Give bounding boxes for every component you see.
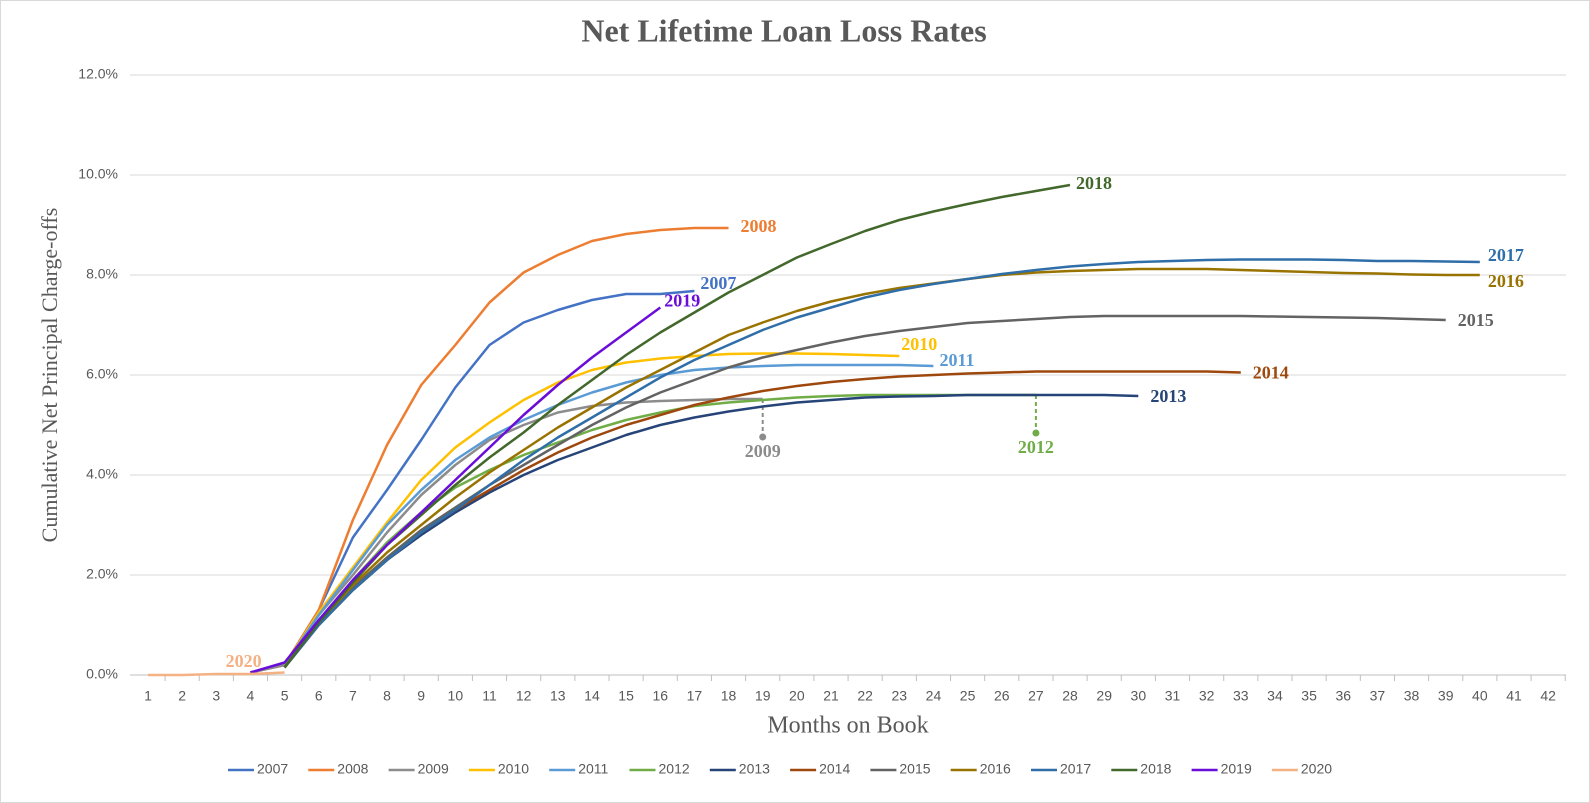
y-tick-label: 0.0%	[86, 666, 118, 682]
x-tick-label: 14	[584, 688, 600, 704]
x-tick-label: 29	[1096, 688, 1112, 704]
series-end-label: 2017	[1488, 245, 1524, 265]
legend-label: 2016	[980, 761, 1011, 777]
x-tick-label: 27	[1028, 688, 1044, 704]
series-end-label: 2018	[1076, 173, 1112, 193]
x-tick-label: 3	[212, 688, 220, 704]
legend-label: 2017	[1060, 761, 1091, 777]
y-tick-label: 6.0%	[86, 366, 118, 382]
legend-label: 2012	[659, 761, 690, 777]
legend-label: 2019	[1221, 761, 1252, 777]
x-tick-label: 15	[618, 688, 634, 704]
leader-dot	[759, 433, 767, 441]
series-line	[283, 393, 1139, 669]
x-tick-label: 34	[1267, 688, 1283, 704]
legend-label: 2015	[899, 761, 930, 777]
x-tick-label: 13	[550, 688, 566, 704]
x-tick-label: 10	[448, 688, 464, 704]
x-tick-label: 12	[516, 688, 532, 704]
series-end-label: 2020	[226, 651, 262, 671]
x-tick-label: 4	[247, 688, 255, 704]
legend-label: 2014	[819, 761, 850, 777]
x-tick-label: 33	[1233, 688, 1249, 704]
series-end-label: 2010	[901, 334, 937, 354]
x-axis-label: Months on Book	[767, 713, 928, 739]
x-tick-label: 28	[1062, 688, 1078, 704]
x-tick-label: 39	[1438, 688, 1454, 704]
x-tick-label: 25	[960, 688, 976, 704]
x-tick-label: 9	[417, 688, 425, 704]
series-end-label: 2014	[1253, 363, 1289, 383]
x-tick-label: 24	[926, 688, 942, 704]
x-tick-label: 41	[1506, 688, 1522, 704]
x-tick-label: 21	[823, 688, 839, 704]
series-line	[283, 363, 934, 666]
x-tick-label: 36	[1335, 688, 1351, 704]
x-tick-label: 22	[857, 688, 873, 704]
x-tick-label: 2	[178, 688, 186, 704]
x-tick-label: 26	[994, 688, 1010, 704]
series-line	[283, 258, 1480, 669]
series-line	[250, 226, 729, 674]
y-tick-label: 2.0%	[86, 566, 118, 582]
x-tick-label: 17	[687, 688, 703, 704]
chart-title: Net Lifetime Loan Loss Rates	[581, 12, 986, 48]
series-line	[148, 671, 285, 677]
y-tick-label: 4.0%	[86, 466, 118, 482]
series-line	[250, 306, 662, 674]
legend-label: 2007	[257, 761, 288, 777]
x-tick-label: 30	[1131, 688, 1147, 704]
x-tick-label: 37	[1370, 688, 1386, 704]
x-tick-label: 38	[1404, 688, 1420, 704]
series-end-label: 2016	[1488, 271, 1524, 291]
series-end-label: 2009	[745, 441, 781, 461]
x-tick-label: 1	[144, 688, 152, 704]
series-line	[283, 352, 900, 666]
x-tick-label: 31	[1165, 688, 1181, 704]
x-tick-label: 16	[652, 688, 668, 704]
legend-label: 2020	[1301, 761, 1332, 777]
series-end-label: 2007	[700, 273, 736, 293]
y-tick-label: 8.0%	[86, 266, 118, 282]
x-tick-label: 18	[721, 688, 737, 704]
x-tick-label: 20	[789, 688, 805, 704]
x-tick-label: 23	[892, 688, 908, 704]
x-tick-label: 5	[281, 688, 289, 704]
x-tick-label: 6	[315, 688, 323, 704]
series-end-label: 2013	[1150, 386, 1186, 406]
series-end-label: 2015	[1458, 310, 1494, 330]
x-tick-label: 19	[755, 688, 771, 704]
legend-label: 2010	[498, 761, 529, 777]
y-tick-label: 10.0%	[78, 166, 118, 182]
x-tick-label: 40	[1472, 688, 1488, 704]
x-tick-label: 42	[1540, 688, 1556, 704]
series-line	[283, 183, 1071, 669]
series-end-label: 2008	[741, 216, 777, 236]
y-axis-label: Cumulative Net Principal Charge-offs	[37, 208, 62, 543]
x-tick-label: 7	[349, 688, 357, 704]
legend-label: 2008	[337, 761, 368, 777]
legend-label: 2018	[1140, 761, 1171, 777]
x-tick-label: 11	[482, 688, 497, 704]
legend-label: 2013	[739, 761, 770, 777]
series-line	[283, 267, 1480, 669]
legend-label: 2009	[418, 761, 449, 777]
series-end-label: 2019	[664, 291, 700, 311]
x-tick-label: 8	[383, 688, 391, 704]
leader-dot	[1032, 429, 1040, 437]
y-tick-label: 12.0%	[78, 66, 118, 82]
series-end-label: 2011	[939, 350, 974, 370]
legend-label: 2011	[578, 761, 608, 777]
x-tick-label: 32	[1199, 688, 1215, 704]
series-end-label: 2012	[1018, 437, 1054, 457]
x-tick-label: 35	[1301, 688, 1317, 704]
